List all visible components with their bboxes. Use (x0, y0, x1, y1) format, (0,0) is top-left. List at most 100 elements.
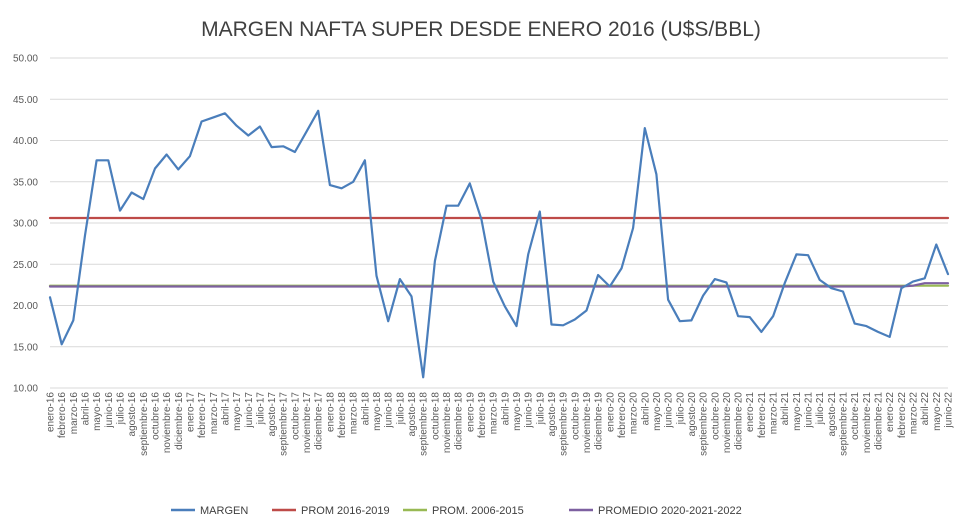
x-tick-label: mayo-16 (92, 392, 103, 431)
x-tick-label: junio-17 (244, 392, 255, 429)
x-tick-label: febrero-20 (617, 392, 628, 439)
y-tick-label: 40.00 (13, 136, 38, 147)
gridlines (50, 57, 948, 389)
x-tick-label: marzo-16 (69, 392, 80, 435)
x-tick-label: febrero-16 (57, 392, 68, 439)
x-tick-label: marzo-20 (629, 392, 640, 435)
x-tick-label: diciembre-16 (174, 392, 185, 450)
x-tick-label: junio-19 (524, 392, 535, 429)
x-tick-label: mayo-20 (652, 392, 663, 431)
x-tick-label: abril-19 (500, 392, 511, 426)
x-tick-label: febrero-19 (477, 392, 488, 439)
x-tick-label: diciembre-21 (874, 392, 885, 450)
x-tick-label: septiembre-16 (139, 392, 150, 456)
y-tick-label: 10.00 (13, 384, 38, 395)
legend: MARGEN PROM 2016-2019 PROM. 2006-2015 PROME… (171, 505, 742, 517)
x-tick-label: octubre-17 (290, 392, 301, 440)
x-tick-label: julio-18 (395, 392, 406, 426)
x-tick-label: octubre-20 (710, 392, 721, 440)
x-tick-label: diciembre-19 (594, 392, 605, 450)
x-tick-label: agosto-20 (687, 392, 698, 437)
x-tick-label: julio-21 (815, 392, 826, 426)
x-tick-label: junio-22 (944, 392, 955, 429)
x-tick-label: octubre-18 (430, 392, 441, 440)
x-tick-label: mayo-18 (372, 392, 383, 431)
x-tick-label: diciembre-17 (314, 392, 325, 450)
x-tick-label: junio-16 (104, 392, 115, 429)
x-tick-label: mayo-19 (512, 392, 523, 431)
x-tick-label: abril-20 (640, 392, 651, 426)
legend-label: PROMEDIO 2020-2021-2022 (598, 505, 742, 517)
x-tick-label: junio-18 (384, 392, 395, 429)
x-tick-label: junio-20 (664, 392, 675, 429)
x-tick-label: febrero-18 (337, 392, 348, 439)
y-tick-label: 20.00 (13, 301, 38, 312)
x-tick-label: marzo-17 (209, 392, 220, 435)
x-tick-label: abril-21 (780, 392, 791, 426)
x-tick-label: agosto-18 (407, 392, 418, 437)
x-tick-label: junio-21 (804, 392, 815, 429)
x-tick-label: abril-22 (920, 392, 931, 426)
y-tick-label: 45.00 (13, 95, 38, 106)
x-tick-label: marzo-18 (349, 392, 360, 435)
x-tick-label: septiembre-18 (419, 392, 430, 456)
x-tick-label: agosto-16 (127, 392, 138, 437)
x-tick-label: noviembre-18 (442, 392, 453, 454)
x-tick-label: noviembre-21 (862, 392, 873, 454)
x-tick-label: enero-21 (745, 392, 756, 432)
y-axis-ticks: 10.00 15.00 20.00 25.00 30.00 35.00 40.00 45.00… (13, 54, 38, 395)
x-tick-label: febrero-21 (757, 392, 768, 439)
series-line-margen (48, 109, 950, 379)
x-tick-label: abril-16 (80, 392, 91, 426)
y-tick-label: 35.00 (13, 177, 38, 188)
y-tick-label: 50.00 (13, 54, 38, 65)
series-lines (48, 109, 950, 379)
x-tick-label: enero-17 (185, 392, 196, 432)
x-tick-label: febrero-17 (197, 392, 208, 439)
legend-label: PROM 2016-2019 (301, 505, 390, 517)
x-tick-label: marzo-21 (769, 392, 780, 435)
x-tick-label: octubre-21 (850, 392, 861, 440)
x-tick-label: julio-19 (535, 392, 546, 426)
x-tick-label: septiembre-19 (559, 392, 570, 456)
x-tick-label: enero-16 (46, 392, 57, 432)
x-tick-label: noviembre-19 (582, 392, 593, 454)
x-tick-label: octubre-19 (570, 392, 581, 440)
x-tick-label: julio-16 (115, 392, 126, 426)
x-tick-label: febrero-22 (897, 392, 908, 439)
x-tick-label: julio-20 (675, 392, 686, 426)
x-tick-label: noviembre-16 (162, 392, 173, 454)
legend-label: PROM. 2006-2015 (432, 505, 524, 517)
x-tick-label: marzo-19 (489, 392, 500, 435)
x-tick-label: septiembre-20 (699, 392, 710, 456)
y-tick-label: 15.00 (13, 342, 38, 353)
x-tick-label: septiembre-17 (279, 392, 290, 456)
x-tick-label: abril-18 (360, 392, 371, 426)
x-tick-label: enero-18 (325, 392, 336, 432)
x-tick-label: septiembre-21 (839, 392, 850, 456)
x-tick-label: agosto-17 (267, 392, 278, 437)
y-tick-label: 30.00 (13, 219, 38, 230)
x-tick-label: marzo-22 (909, 392, 920, 435)
y-tick-label: 25.00 (13, 260, 38, 271)
x-tick-label: abril-17 (220, 392, 231, 426)
chart-title: MARGEN NAFTA SUPER DESDE ENERO 2016 (U$S… (201, 18, 761, 41)
x-tick-label: diciembre-18 (454, 392, 465, 450)
x-axis-ticks: enero-16 febrero-16 marzo-16 abril-16 mayo-1… (46, 392, 955, 456)
x-tick-label: octubre-16 (150, 392, 161, 440)
x-tick-label: mayo-17 (232, 392, 243, 431)
x-tick-label: enero-22 (885, 392, 896, 432)
x-tick-label: mayo-22 (932, 392, 943, 431)
x-tick-label: noviembre-20 (722, 392, 733, 454)
series-line-promedio-2020-2021-2022 (48, 282, 950, 288)
x-tick-label: mayo-21 (792, 392, 803, 431)
x-tick-label: agosto-21 (827, 392, 838, 437)
x-tick-label: enero-19 (465, 392, 476, 432)
legend-label: MARGEN (200, 505, 248, 517)
x-tick-label: julio-17 (255, 392, 266, 426)
x-tick-label: agosto-19 (547, 392, 558, 437)
x-tick-label: noviembre-17 (302, 392, 313, 454)
x-tick-label: diciembre-20 (734, 392, 745, 450)
x-tick-label: enero-20 (605, 392, 616, 432)
